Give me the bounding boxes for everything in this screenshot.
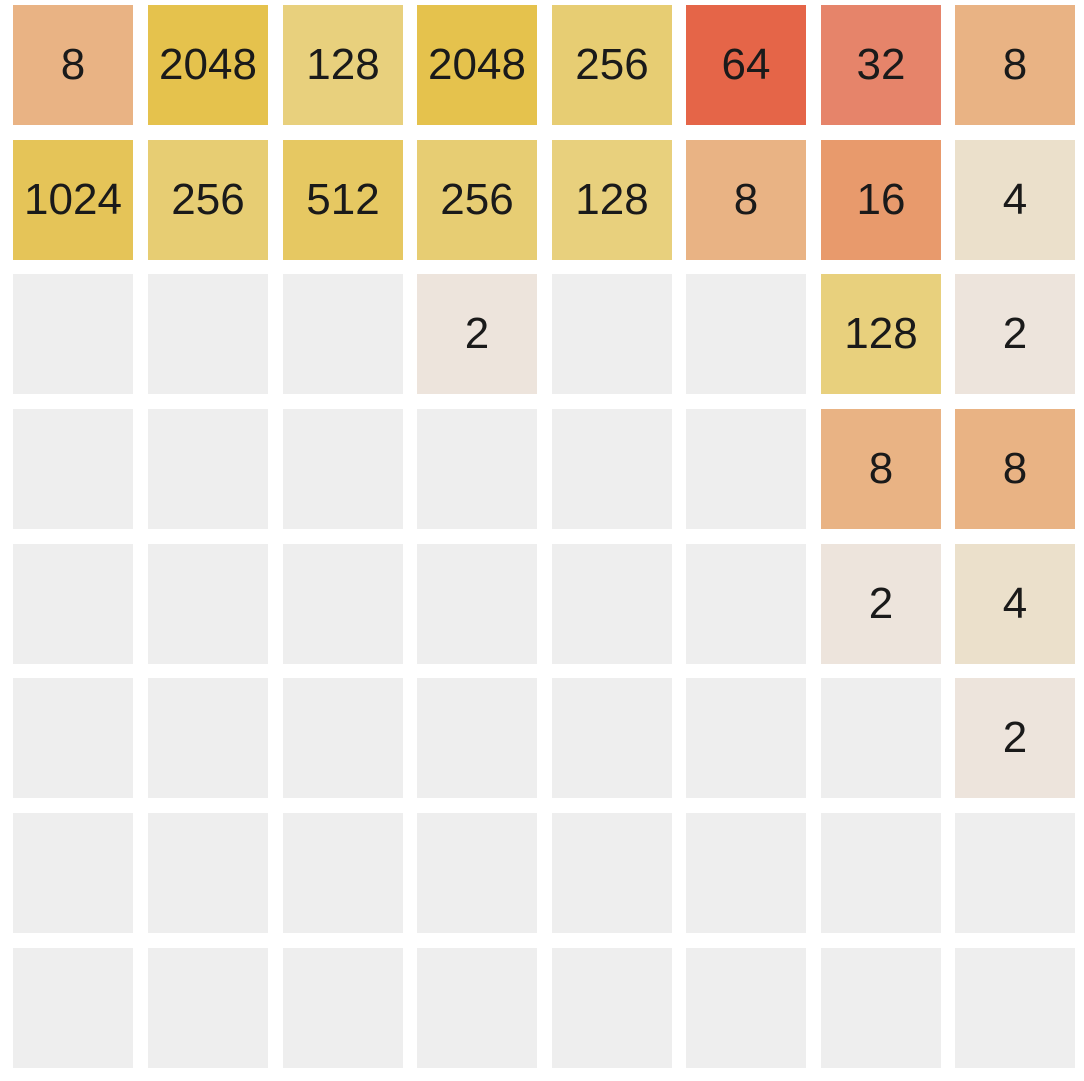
tile-4: 4	[955, 140, 1075, 260]
tile-8: 8	[13, 5, 133, 125]
empty-tile	[552, 678, 672, 798]
empty-tile	[686, 274, 806, 394]
tile-2: 2	[417, 274, 537, 394]
tile-128: 128	[283, 5, 403, 125]
empty-tile	[552, 813, 672, 933]
tile-2: 2	[821, 544, 941, 664]
empty-tile	[148, 274, 268, 394]
empty-tile	[417, 409, 537, 529]
empty-tile	[148, 813, 268, 933]
tile-8: 8	[955, 409, 1075, 529]
empty-tile	[13, 948, 133, 1068]
empty-tile	[283, 274, 403, 394]
empty-tile	[148, 948, 268, 1068]
tile-8: 8	[821, 409, 941, 529]
empty-tile	[417, 544, 537, 664]
empty-tile	[686, 948, 806, 1068]
tile-2: 2	[955, 678, 1075, 798]
tile-128: 128	[552, 140, 672, 260]
tile-256: 256	[417, 140, 537, 260]
empty-tile	[148, 409, 268, 529]
tile-128: 128	[821, 274, 941, 394]
empty-tile	[417, 948, 537, 1068]
empty-tile	[552, 274, 672, 394]
empty-tile	[13, 274, 133, 394]
tile-16: 16	[821, 140, 941, 260]
tile-1024: 1024	[13, 140, 133, 260]
empty-tile	[821, 948, 941, 1068]
empty-tile	[283, 948, 403, 1068]
tile-2: 2	[955, 274, 1075, 394]
tile-32: 32	[821, 5, 941, 125]
empty-tile	[821, 813, 941, 933]
empty-tile	[13, 678, 133, 798]
empty-tile	[283, 678, 403, 798]
tile-4: 4	[955, 544, 1075, 664]
empty-tile	[552, 948, 672, 1068]
tile-256: 256	[148, 140, 268, 260]
empty-tile	[552, 409, 672, 529]
empty-tile	[686, 813, 806, 933]
empty-tile	[955, 948, 1075, 1068]
tile-8: 8	[955, 5, 1075, 125]
tile-8: 8	[686, 140, 806, 260]
empty-tile	[283, 544, 403, 664]
empty-tile	[13, 544, 133, 664]
empty-tile	[955, 813, 1075, 933]
empty-tile	[283, 813, 403, 933]
empty-tile	[686, 678, 806, 798]
empty-tile	[417, 678, 537, 798]
empty-tile	[148, 544, 268, 664]
tile-512: 512	[283, 140, 403, 260]
empty-tile	[13, 813, 133, 933]
empty-tile	[686, 409, 806, 529]
empty-tile	[821, 678, 941, 798]
empty-tile	[13, 409, 133, 529]
empty-tile	[148, 678, 268, 798]
empty-tile	[283, 409, 403, 529]
empty-tile	[552, 544, 672, 664]
tile-2048: 2048	[417, 5, 537, 125]
empty-tile	[417, 813, 537, 933]
tile-64: 64	[686, 5, 806, 125]
tile-2048: 2048	[148, 5, 268, 125]
tile-256: 256	[552, 5, 672, 125]
empty-tile	[686, 544, 806, 664]
